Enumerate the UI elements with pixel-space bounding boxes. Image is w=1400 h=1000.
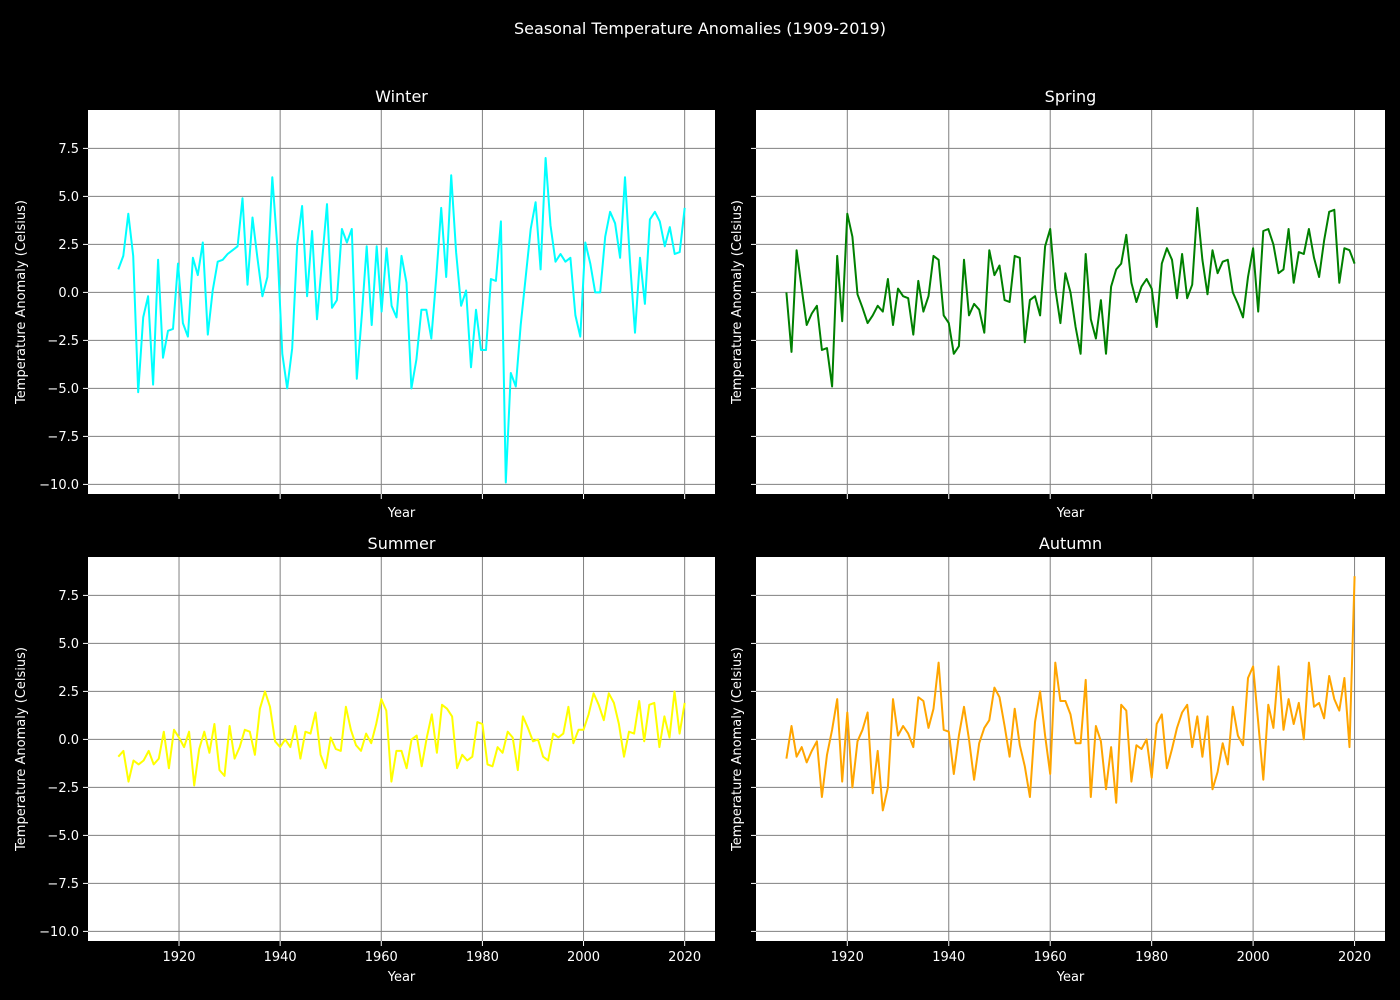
y-tick-label: 7.5 <box>58 589 79 604</box>
y-tick-label: −10.0 <box>39 925 79 940</box>
x-tick-label: 2000 <box>1237 950 1270 965</box>
x-tick-label: 1960 <box>365 950 398 965</box>
x-tick-label: 1920 <box>831 950 864 965</box>
y-tick-label: −2.5 <box>47 334 79 349</box>
y-tick-label: 0.0 <box>58 733 79 748</box>
y-tick-label: 2.5 <box>58 685 79 700</box>
y-axis-label-spring: Temperature Anomaly (Celsius) <box>730 200 745 405</box>
y-tick-label: 2.5 <box>58 238 79 253</box>
y-axis-label-autumn: Temperature Anomaly (Celsius) <box>730 647 745 852</box>
x-tick-label: 1920 <box>162 950 195 965</box>
x-tick-label: 1980 <box>466 950 499 965</box>
y-tick-label: −7.5 <box>47 877 79 892</box>
subplot-autumn: 1920 1940 1960 1980 2000 2020 Autumn Year Temper… <box>730 534 1385 985</box>
subplot-spring: Spring Year Temperature Anomaly (Celsius) <box>730 87 1385 521</box>
subplot-summer: 1920 1940 1960 1980 2000 2020 7.5 5.0 2.5 0.0 −2.5… <box>14 534 715 985</box>
y-tick-label: 7.5 <box>58 142 79 157</box>
series-line-summer <box>117 690 686 787</box>
plot-area-winter <box>88 110 715 494</box>
plot-area-autumn <box>756 557 1385 941</box>
x-axis-label-spring: Year <box>1056 506 1085 521</box>
series-line-winter <box>117 157 686 484</box>
subplot-title-summer: Summer <box>368 534 436 553</box>
subplot-winter: 7.5 5.0 2.5 0.0 −2.5 −5.0 −7.5 −10.0 Winter Year T… <box>14 87 715 521</box>
subplot-grid: 7.5 5.0 2.5 0.0 −2.5 −5.0 −7.5 −10.0 Winter Year T… <box>14 87 1385 985</box>
series-line-autumn <box>785 576 1356 812</box>
y-axis-label-winter: Temperature Anomaly (Celsius) <box>14 200 29 405</box>
plot-area-summer <box>88 557 715 941</box>
y-tick-label: −2.5 <box>47 781 79 796</box>
figure-title: Seasonal Temperature Anomalies (1909-201… <box>514 19 886 38</box>
subplot-title-autumn: Autumn <box>1039 534 1102 553</box>
y-tick-label: 5.0 <box>58 190 79 205</box>
x-tick-label: 2020 <box>1338 950 1371 965</box>
series-line-spring <box>785 206 1356 388</box>
x-tick-label: 1960 <box>1034 950 1067 965</box>
y-tick-label: −5.0 <box>47 382 79 397</box>
x-tick-label: 1940 <box>932 950 965 965</box>
subplot-title-spring: Spring <box>1045 87 1097 106</box>
x-tick-label: 1980 <box>1135 950 1168 965</box>
x-axis-label-summer: Year <box>387 970 416 985</box>
subplot-title-winter: Winter <box>375 87 428 106</box>
x-tick-label: 2000 <box>567 950 600 965</box>
y-axis-label-summer: Temperature Anomaly (Celsius) <box>14 647 29 852</box>
x-axis-label-autumn: Year <box>1056 970 1085 985</box>
y-tick-label: −7.5 <box>47 430 79 445</box>
y-tick-label: 5.0 <box>58 637 79 652</box>
x-tick-label: 2020 <box>668 950 701 965</box>
y-tick-label: −10.0 <box>39 478 79 493</box>
x-tick-label: 1940 <box>264 950 297 965</box>
y-tick-label: −5.0 <box>47 829 79 844</box>
x-axis-label-winter: Year <box>387 506 416 521</box>
y-tick-label: 0.0 <box>58 286 79 301</box>
